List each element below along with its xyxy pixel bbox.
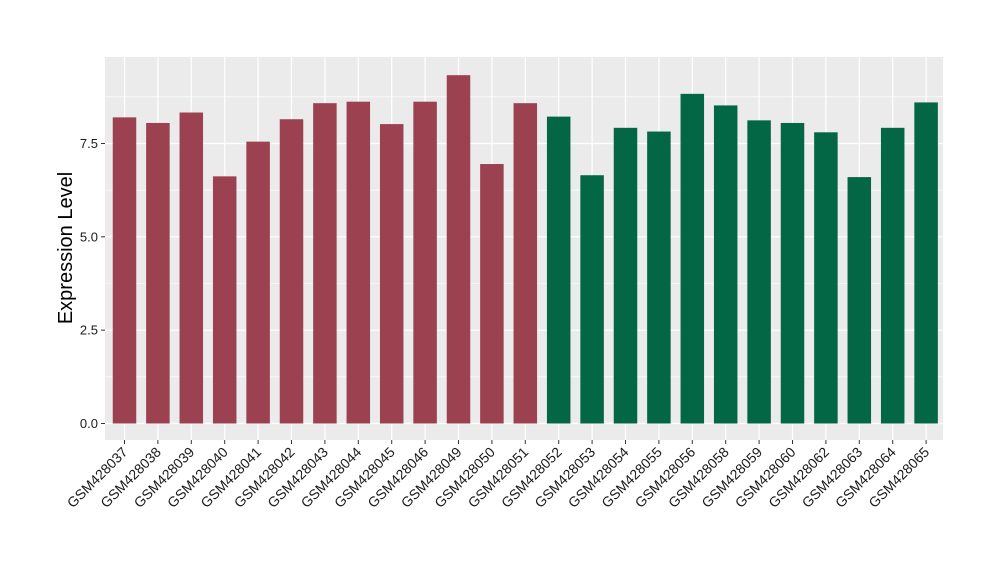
bar-GSM428043 — [313, 103, 337, 424]
y-tick-label: 7.5 — [80, 136, 98, 151]
y-tick-label: 0.0 — [80, 416, 98, 431]
bar-GSM428051 — [513, 103, 538, 424]
bar-GSM428054 — [613, 127, 638, 424]
bar-GSM428045 — [379, 124, 404, 424]
bar-GSM428063 — [847, 177, 872, 424]
bar-GSM428055 — [647, 131, 671, 424]
bar-GSM428044 — [346, 101, 371, 424]
bar-GSM428059 — [747, 120, 771, 424]
bar-GSM428050 — [480, 164, 504, 424]
axes: 0.02.55.07.5GSM428037GSM428038GSM428039G… — [64, 136, 933, 511]
bar-GSM428039 — [179, 112, 204, 424]
bar-GSM428058 — [713, 105, 738, 424]
bar-GSM428053 — [580, 175, 604, 424]
bar-GSM428046 — [413, 101, 437, 424]
bar-GSM428062 — [814, 132, 838, 424]
bar-GSM428060 — [780, 122, 805, 424]
bar-GSM428037 — [112, 117, 137, 424]
bar-group — [112, 75, 938, 424]
y-tick-label: 2.5 — [80, 323, 98, 338]
bar-GSM428041 — [246, 141, 270, 424]
bar-GSM428040 — [212, 176, 237, 424]
bar-GSM428052 — [546, 116, 571, 424]
bar-GSM428049 — [446, 75, 471, 424]
y-tick-label: 5.0 — [80, 229, 98, 244]
bar-GSM428056 — [680, 93, 705, 424]
y-axis-title: Expression Level — [55, 172, 77, 324]
bar-GSM428064 — [880, 127, 905, 424]
bar-GSM428038 — [146, 122, 170, 424]
bar-GSM428065 — [914, 102, 938, 424]
bar-GSM428042 — [279, 119, 304, 424]
